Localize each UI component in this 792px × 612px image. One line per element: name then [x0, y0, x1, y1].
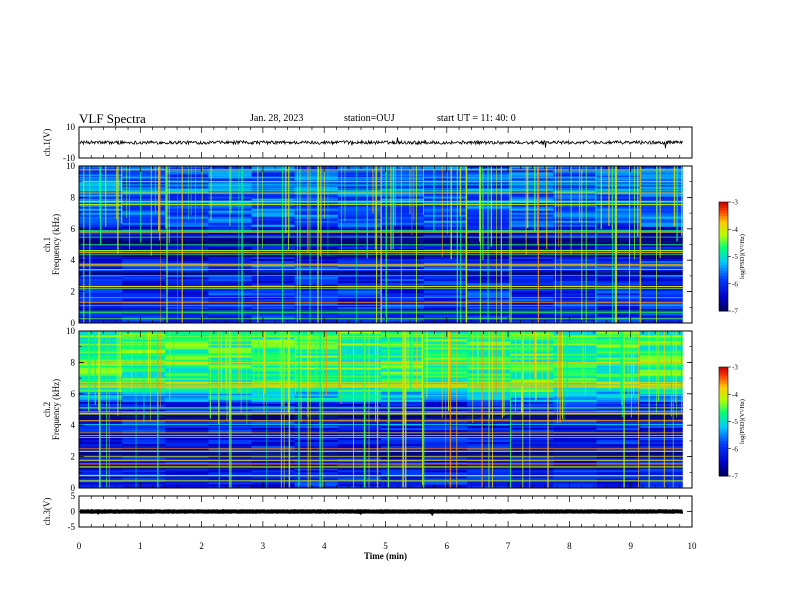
y-axis-label: ch.3(V) [42, 498, 52, 526]
y-axis-label: Frequency (kHz) [51, 379, 61, 440]
x-tick-label: 10 [688, 541, 698, 551]
y-tick-label: -10 [63, 153, 75, 163]
waveform-trace [79, 137, 684, 149]
x-tick-label: 4 [322, 541, 327, 551]
colorbar-tick-label: -3 [732, 199, 738, 207]
y-tick-label: 2 [71, 287, 76, 297]
start-time-label: start UT = 11: 40: 0 [437, 113, 516, 124]
y-tick-label: 4 [71, 255, 76, 265]
y-axis-label: ch.1(V) [42, 129, 52, 157]
spectrogram-panel-1 [78, 165, 693, 324]
y-tick-label: 6 [71, 389, 76, 399]
x-tick-label: 2 [199, 541, 204, 551]
colorbar-tick-label: -4 [732, 391, 738, 399]
station-label: station=OUJ [344, 113, 395, 124]
colorbar-label: log(PSD)(V²/Hz) [739, 234, 746, 279]
x-tick-label: 7 [506, 541, 511, 551]
y-tick-label: 10 [66, 122, 76, 132]
y-tick-label: 8 [71, 192, 76, 202]
y-axis-label: ch.1 [42, 237, 52, 252]
y-tick-label: 4 [71, 420, 76, 430]
y-tick-label: 0 [71, 483, 76, 493]
y-tick-label: 2 [71, 452, 76, 462]
x-tick-label: 6 [445, 541, 450, 551]
colorbar-tick-label: -7 [732, 308, 738, 316]
x-tick-label: 8 [567, 541, 572, 551]
colorbar-tick-label: -5 [732, 253, 738, 261]
y-tick-label: 8 [71, 357, 76, 367]
colorbar-2 [718, 366, 731, 477]
y-tick-label: 5 [71, 491, 76, 501]
spectrogram-panel-2 [78, 330, 693, 489]
y-axis-label: Frequency (kHz) [51, 214, 61, 275]
x-tick-label: 3 [261, 541, 266, 551]
colorbar-tick-label: -6 [732, 445, 738, 453]
x-axis-label: Time (min) [364, 551, 407, 561]
colorbar-label: log(PSD)(V²/Hz) [739, 399, 746, 444]
colorbar-tick-label: -3 [732, 364, 738, 372]
colorbar-tick-label: -6 [732, 280, 738, 288]
y-tick-label: 10 [66, 161, 76, 171]
colorbar-1 [718, 201, 731, 312]
date-label: Jan. 28, 2023 [250, 113, 304, 124]
y-axis-label: ch.2 [42, 402, 52, 417]
colorbar-tick-label: -5 [732, 418, 738, 426]
x-tick-label: 0 [77, 541, 82, 551]
plot-title: VLF Spectra [79, 111, 146, 126]
x-tick-label: 9 [628, 541, 633, 551]
waveform-trace [79, 508, 684, 517]
y-tick-label: -5 [68, 522, 76, 532]
y-tick-label: 0 [71, 318, 76, 328]
colorbar-tick-label: -4 [732, 226, 738, 234]
x-tick-label: 1 [138, 541, 143, 551]
x-tick-label: 5 [383, 541, 388, 551]
y-tick-label: 10 [66, 326, 76, 336]
y-tick-label: 6 [71, 224, 76, 234]
y-tick-label: 0 [71, 507, 76, 517]
colorbar-tick-label: -7 [732, 473, 738, 481]
